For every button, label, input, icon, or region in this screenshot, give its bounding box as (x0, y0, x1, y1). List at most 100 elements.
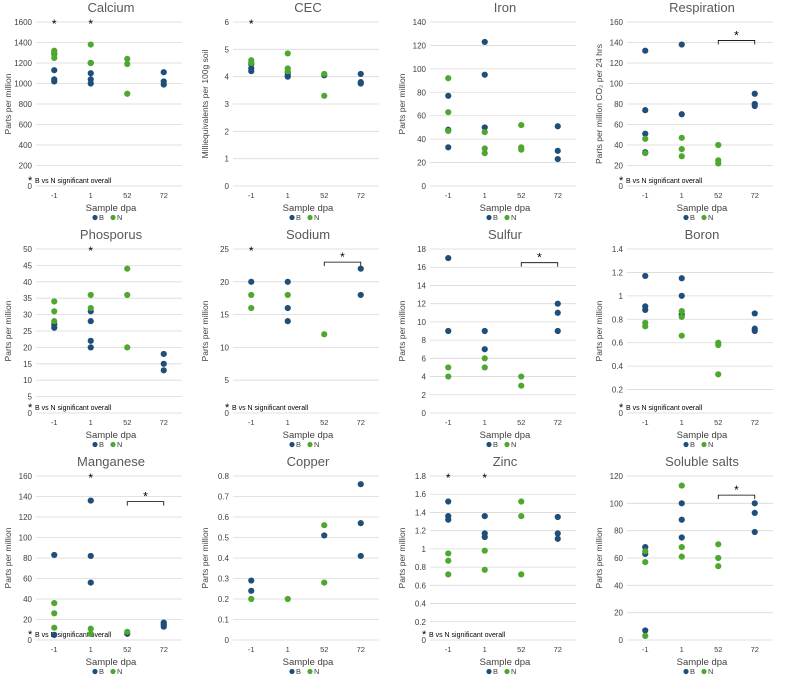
data-point-N (715, 371, 722, 378)
y-tick-label: 0 (225, 182, 230, 191)
data-point-N (518, 373, 525, 380)
note-text: B vs N significant overall (35, 178, 112, 185)
y-tick-label: 45 (23, 261, 32, 270)
y-tick-label: 20 (220, 278, 229, 287)
x-tick-label: 52 (517, 191, 525, 200)
x-tick-label: -1 (51, 191, 58, 200)
y-tick-label: 3 (225, 100, 230, 109)
chart-title: Sodium (286, 227, 330, 242)
y-tick-label: 0.1 (218, 616, 230, 625)
data-point-B (751, 310, 758, 317)
data-point-B (160, 350, 167, 358)
y-tick-label: 40 (614, 581, 623, 590)
data-point-N (124, 60, 131, 68)
chart-panel: Sulfur 0 2 4 6 8 10 12 14 16 18 -1 1 52 72 Parts per mi… (397, 227, 576, 449)
x-tick-label: 52 (320, 191, 328, 200)
y-tick-label: 2 (225, 127, 230, 136)
chart-panel: Calcium 0 200 400 600 800 1000 1200 1400 1600 -1 1 5… (3, 0, 182, 222)
data-point-N (715, 554, 722, 562)
legend-marker (110, 668, 116, 675)
data-point-N (642, 319, 649, 326)
y-tick-label: 140 (19, 493, 33, 502)
x-axis-label: Sample dpa (283, 657, 334, 668)
data-point-N (678, 332, 685, 339)
legend-marker (92, 668, 98, 675)
data-point-N (678, 553, 685, 560)
y-tick-label: 20 (614, 162, 623, 171)
y-tick-label: 0 (619, 409, 624, 418)
x-tick-label: 1 (286, 418, 290, 427)
y-tick-label: 16 (417, 263, 426, 272)
y-tick-label: 0.6 (612, 339, 624, 348)
legend-label: N (314, 213, 319, 222)
data-point-B (51, 76, 58, 83)
data-point-B (554, 513, 561, 521)
significance-star: * (88, 244, 93, 258)
y-tick-label: 600 (19, 121, 33, 130)
data-point-B (678, 534, 685, 541)
x-tick-label: -1 (248, 645, 255, 654)
x-tick-label: 1 (483, 418, 487, 427)
y-tick-label: 0.2 (612, 386, 624, 395)
x-tick-label: 1 (89, 418, 93, 427)
y-tick-label: 100 (413, 65, 427, 74)
note-symbol: * (28, 175, 33, 187)
legend-marker (92, 441, 98, 448)
note-text: B vs N significant overall (232, 405, 309, 412)
y-tick-label: 160 (19, 472, 33, 481)
x-axis-label: Sample dpa (677, 203, 728, 214)
y-axis-label: Parts per million (200, 300, 210, 361)
significance-star: * (249, 244, 254, 258)
chart-title: Calcium (88, 0, 135, 15)
x-tick-label: 52 (714, 645, 722, 654)
legend-label: N (314, 440, 319, 449)
y-tick-label: 0.4 (415, 600, 427, 609)
data-point-N (445, 127, 452, 135)
y-tick-label: 120 (610, 472, 624, 481)
data-point-B (87, 579, 94, 586)
legend-marker (289, 668, 295, 675)
data-point-N (124, 55, 131, 63)
data-point-B (160, 360, 167, 367)
x-tick-label: 72 (554, 191, 562, 200)
data-point-B (554, 530, 561, 537)
data-point-N (87, 625, 94, 632)
data-point-N (481, 129, 488, 136)
y-tick-label: 80 (23, 554, 32, 563)
significance-star: * (482, 471, 487, 485)
data-point-N (87, 291, 94, 299)
x-tick-label: 52 (123, 191, 131, 200)
data-point-B (160, 69, 167, 76)
x-tick-label: 52 (123, 645, 131, 654)
bracket-star: * (734, 28, 739, 42)
y-tick-label: 120 (413, 41, 427, 50)
y-axis-label: Parts per million (3, 300, 13, 361)
x-axis-label: Sample dpa (86, 430, 137, 441)
y-tick-label: 800 (19, 100, 33, 109)
y-tick-label: 1.6 (415, 490, 427, 499)
x-tick-label: 72 (751, 645, 759, 654)
chart-title: Sulfur (488, 227, 523, 242)
data-point-N (124, 265, 131, 272)
x-tick-label: 72 (160, 191, 168, 200)
x-tick-label: -1 (642, 418, 649, 427)
chart-panel: CEC 0 1 2 3 4 5 6 -1 1 52 72 Milliequivalents per 10… (200, 0, 379, 222)
data-point-N (678, 313, 685, 321)
x-axis-label: Sample dpa (480, 203, 531, 214)
y-tick-label: 160 (610, 18, 624, 27)
y-tick-label: 0.4 (218, 554, 230, 563)
data-point-B (481, 327, 488, 335)
data-point-B (248, 577, 255, 584)
data-point-B (445, 255, 452, 262)
x-tick-label: 1 (89, 191, 93, 200)
data-point-B (87, 552, 94, 560)
chart-title: CEC (294, 0, 321, 15)
legend-marker (110, 214, 116, 221)
data-point-N (124, 291, 131, 299)
note-symbol: * (225, 402, 230, 414)
data-point-B (357, 520, 364, 527)
significance-star: * (249, 17, 254, 31)
data-point-B (445, 92, 452, 99)
data-point-N (248, 304, 255, 312)
chart-title: Zinc (493, 454, 518, 469)
